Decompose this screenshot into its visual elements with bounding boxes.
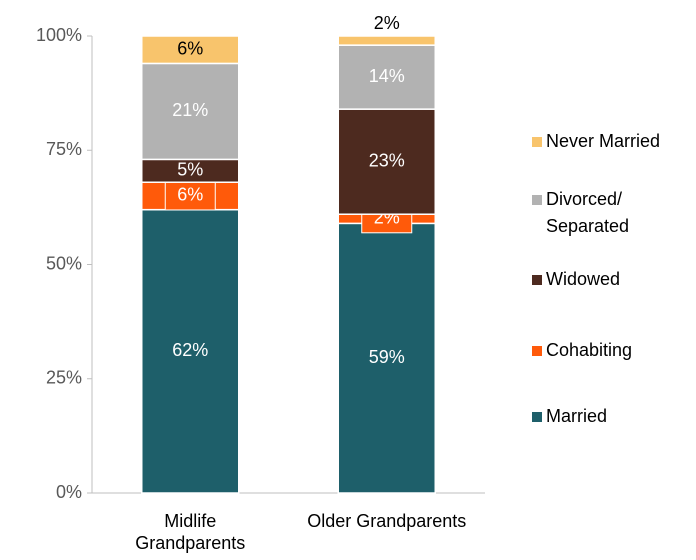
data-label: 62%	[172, 340, 208, 360]
data-label: 14%	[369, 66, 405, 86]
legend-label: Married	[546, 406, 608, 426]
legend-item: Cohabiting	[532, 337, 682, 364]
data-label: 2%	[374, 13, 400, 33]
x-tick-label: Older Grandparents	[307, 511, 467, 531]
legend-label: Divorced/ Separated	[546, 189, 630, 236]
legend-swatch	[532, 346, 542, 356]
legend-item: Divorced/ Separated	[532, 186, 682, 240]
bar-segment	[337, 44, 436, 110]
legend-item: Widowed	[532, 266, 682, 293]
y-tick-label: 25%	[46, 368, 82, 388]
label-box	[164, 181, 216, 211]
data-label: 23%	[369, 150, 405, 170]
legend-swatch	[532, 275, 542, 285]
data-label: 6%	[177, 38, 203, 58]
y-tick-label: 100%	[36, 25, 82, 45]
legend-item: Married	[532, 403, 682, 430]
bar-segment	[141, 62, 240, 161]
legend-swatch	[532, 412, 542, 422]
bar-segment	[141, 35, 240, 65]
legend-swatch	[532, 195, 542, 205]
data-label: 59%	[369, 347, 405, 367]
y-tick-label: 75%	[46, 139, 82, 159]
data-label: 6%	[177, 185, 203, 205]
bar-segment	[141, 208, 240, 494]
legend-label: Cohabiting	[546, 340, 633, 360]
bar-segment	[337, 222, 436, 494]
legend-label: Never Married	[546, 131, 661, 151]
legend-label: Widowed	[546, 269, 621, 289]
data-label: 5%	[177, 160, 203, 180]
y-tick-label: 50%	[46, 253, 82, 273]
bar-segment	[337, 35, 436, 46]
data-label: 21%	[172, 100, 208, 120]
y-tick-label: 0%	[56, 482, 82, 502]
legend-swatch	[532, 137, 542, 147]
x-tick-label: Midlife Grandparents	[135, 511, 246, 553]
bar-segment	[337, 108, 436, 215]
legend-item: Never Married	[532, 128, 682, 155]
